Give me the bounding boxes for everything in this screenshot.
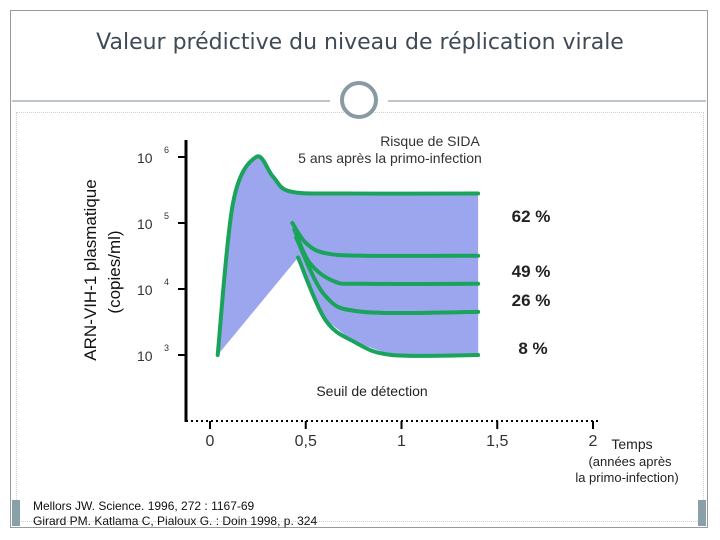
curve-8 <box>294 235 481 316</box>
label-49: 49 % <box>512 262 551 281</box>
y-tick-base-2: 10 <box>137 216 153 232</box>
curve-62 <box>215 154 481 357</box>
label-26: 26 % <box>512 291 551 310</box>
viral-load-curves <box>215 154 481 358</box>
y-ticks: 10 3 10 4 10 5 10 6 <box>137 145 186 364</box>
y-tick-exp-2: 5 <box>164 211 169 221</box>
x-tick-label-0: 0 <box>206 433 215 450</box>
reference-1: Mellors JW. Science. 1996, 272 : 1167-69 <box>33 499 255 513</box>
chart-title: Risque de SIDA <box>380 133 480 149</box>
x-ticks: 0 0,5 1 1,5 2 <box>206 421 598 450</box>
curve-threshold <box>296 255 481 358</box>
right-accent-bar <box>698 500 706 526</box>
y-tick-base-1: 10 <box>137 282 153 298</box>
y-tick-base-0: 10 <box>137 348 153 364</box>
detection-threshold-label: Seuil de détection <box>316 383 427 399</box>
slide-title: Valeur prédictive du niveau de réplicati… <box>96 30 624 55</box>
y-tick-base-3: 10 <box>137 150 153 166</box>
y-axis-unit: (copies/ml) <box>105 230 124 313</box>
y-tick-exp-0: 3 <box>164 343 169 353</box>
x-axis-sub-2: la primo-infection) <box>575 470 678 485</box>
label-8: 8 % <box>518 339 547 358</box>
y-tick-exp-3: 6 <box>164 145 169 155</box>
chart-subtitle: 5 ans après la primo-infection <box>298 150 482 166</box>
y-tick-exp-1: 4 <box>164 277 169 287</box>
x-tick-label-1: 0,5 <box>295 433 317 450</box>
x-tick-label-2: 1 <box>397 433 406 450</box>
x-tick-label-3: 1,5 <box>486 433 508 450</box>
x-axis-sub-1: (années après <box>588 454 672 469</box>
x-tick-label-4: 2 <box>589 433 598 450</box>
references: Mellors JW. Science. 1996, 272 : 1167-69… <box>33 499 317 529</box>
title-ornament-circle <box>340 81 378 119</box>
curve-49 <box>290 221 481 258</box>
label-62: 62 % <box>512 207 551 226</box>
reference-2: Girard PM. Katlama C, Pialoux G. : Doin … <box>33 514 318 528</box>
slide-frame <box>10 10 708 528</box>
x-axis-label: Temps <box>611 436 652 452</box>
left-accent-bar <box>12 500 20 526</box>
y-axis-label: ARN-VIH-1 plasmatique <box>81 179 100 360</box>
